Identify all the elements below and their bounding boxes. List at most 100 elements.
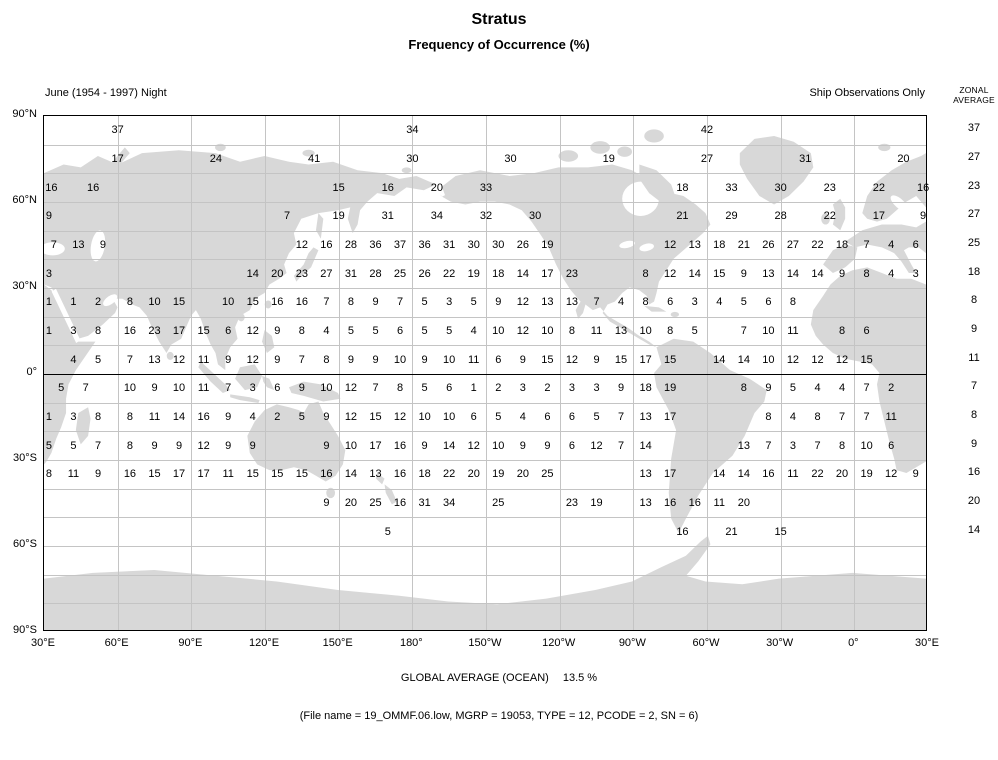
frequency-value: 8 <box>323 353 330 366</box>
frequency-value: 15 <box>860 353 873 366</box>
frequency-value: 15 <box>332 181 345 194</box>
frequency-value: 10 <box>762 353 775 366</box>
gridline-latitude <box>44 316 926 318</box>
gridline-latitude <box>44 460 926 461</box>
frequency-value: 16 <box>123 325 137 337</box>
frequency-value: 8 <box>765 411 772 423</box>
y-axis: 90°N 60°N 30°N 0° 30°S 60°S 90°S <box>0 108 39 636</box>
frequency-value: 9 <box>372 296 379 309</box>
frequency-value: 10 <box>344 439 358 452</box>
zonal-average-value: 7 <box>970 380 978 393</box>
x-axis-tick-label: 90°W <box>618 637 646 649</box>
frequency-value: 31 <box>418 497 431 509</box>
frequency-value: 7 <box>838 411 846 423</box>
x-axis-tick-label: 150°W <box>468 637 502 649</box>
frequency-value: 17 <box>197 468 210 481</box>
frequency-value: 30 <box>467 239 480 251</box>
frequency-value: 7 <box>82 382 89 395</box>
frequency-value: 7 <box>814 439 821 452</box>
gridline-latitude <box>44 402 926 404</box>
frequency-value: 3 <box>912 267 919 280</box>
frequency-value: 26 <box>418 267 431 280</box>
frequency-value: 7 <box>863 239 870 251</box>
frequency-value: 15 <box>713 267 726 280</box>
frequency-value: 26 <box>762 239 775 251</box>
frequency-value: 6 <box>544 411 551 423</box>
frequency-value: 11 <box>885 411 897 423</box>
frequency-value: 17 <box>172 325 186 337</box>
frequency-value: 13 <box>762 267 775 280</box>
frequency-value: 12 <box>467 439 480 452</box>
zonal-average-value: 16 <box>967 466 981 479</box>
frequency-value: 27 <box>786 239 800 251</box>
frequency-value: 16 <box>123 468 137 481</box>
frequency-value: 31 <box>443 239 456 251</box>
frequency-value: 5 <box>347 325 354 337</box>
gridline-latitude <box>44 345 926 347</box>
frequency-value: 32 <box>479 210 493 223</box>
frequency-value: 1 <box>70 296 77 309</box>
frequency-value: 18 <box>492 267 505 280</box>
frequency-value: 5 <box>45 439 52 452</box>
frequency-value: 16 <box>45 181 58 194</box>
frequency-value: 33 <box>479 181 493 194</box>
frequency-value: 1 <box>45 411 52 423</box>
frequency-value: 10 <box>148 296 161 309</box>
frequency-value: 34 <box>443 497 456 509</box>
zonal-average-column: 37 27 23 27 25 18 8 9 11 7 8 9 16 20 14 <box>950 115 998 631</box>
gridline-longitude <box>191 116 193 630</box>
frequency-value: 25 <box>369 497 382 509</box>
frequency-value: 14 <box>344 468 358 481</box>
frequency-value: 13 <box>72 239 85 251</box>
frequency-value: 7 <box>617 411 625 423</box>
y-axis-tick-label: 60°N <box>12 194 37 206</box>
gridline-longitude <box>707 116 708 630</box>
frequency-value: 9 <box>249 439 256 452</box>
frequency-value: 17 <box>872 210 885 223</box>
frequency-value: 14 <box>737 468 750 481</box>
frequency-value: 6 <box>765 296 772 309</box>
frequency-value: 12 <box>811 353 824 366</box>
frequency-value: 13 <box>541 296 554 309</box>
frequency-value: 17 <box>369 439 382 452</box>
frequency-value: 19 <box>602 153 615 165</box>
frequency-value: 31 <box>344 267 358 280</box>
frequency-value: 12 <box>172 353 186 366</box>
x-axis-tick-label: 30°E <box>31 637 55 649</box>
frequency-value: 13 <box>737 439 750 452</box>
gridline-latitude <box>44 144 926 146</box>
frequency-value: 41 <box>307 153 321 165</box>
zonal-average-value: 27 <box>967 208 981 221</box>
frequency-value: 10 <box>393 353 407 366</box>
frequency-value: 8 <box>642 296 649 309</box>
frequency-value: 3 <box>446 296 453 309</box>
zonal-average-header: ZONAL AVERAGE <box>950 85 998 105</box>
frequency-value: 21 <box>737 239 750 251</box>
frequency-value: 13 <box>369 468 382 481</box>
frequency-value: 14 <box>688 267 701 280</box>
frequency-value: 15 <box>271 468 284 481</box>
frequency-value: 20 <box>737 497 750 509</box>
frequency-value: 1 <box>45 325 52 337</box>
frequency-value: 14 <box>639 439 652 452</box>
file-info-label: (File name = 19_OMMF.06.low, MGRP = 1905… <box>299 710 699 722</box>
frequency-value: 6 <box>274 382 281 395</box>
frequency-value: 5 <box>384 525 391 538</box>
frequency-value: 9 <box>765 382 772 395</box>
frequency-value: 20 <box>897 153 910 165</box>
frequency-value: 24 <box>209 153 222 165</box>
frequency-value: 10 <box>541 325 554 337</box>
frequency-value: 14 <box>713 468 726 481</box>
frequency-value: 20 <box>516 468 529 481</box>
zonal-average-value: 18 <box>967 265 981 278</box>
y-axis-tick-label: 90°S <box>13 624 37 636</box>
frequency-value: 12 <box>344 411 358 423</box>
frequency-value: 2 <box>495 382 502 395</box>
frequency-value: 3 <box>568 382 575 395</box>
gridline-longitude <box>486 116 487 630</box>
frequency-value: 7 <box>298 353 305 366</box>
frequency-value: 25 <box>492 497 505 509</box>
frequency-value: 6 <box>470 411 477 423</box>
frequency-value: 4 <box>617 296 625 309</box>
frequency-value: 18 <box>835 239 849 251</box>
